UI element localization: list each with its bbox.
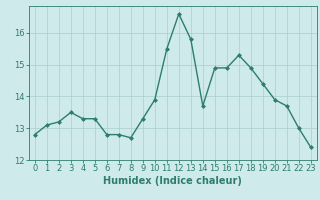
X-axis label: Humidex (Indice chaleur): Humidex (Indice chaleur) <box>103 176 242 186</box>
